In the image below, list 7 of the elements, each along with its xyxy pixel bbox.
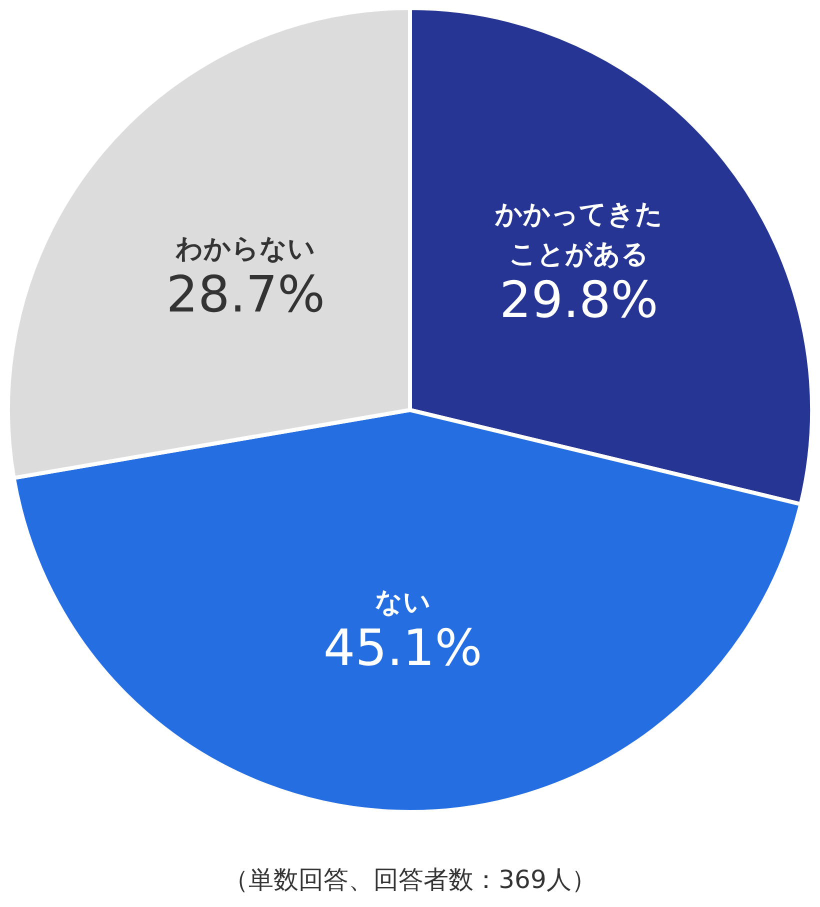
data-label: 45.1%: [323, 618, 482, 677]
text: （単数回答、回答者数：369人）: [224, 865, 596, 894]
slice-label: かかってきたことがある: [494, 198, 663, 270]
data-label: 29.8%: [499, 270, 658, 329]
slice-label: ない: [374, 586, 431, 618]
slice-label: わからない: [174, 233, 316, 264]
data-label: 28.7%: [166, 265, 326, 324]
